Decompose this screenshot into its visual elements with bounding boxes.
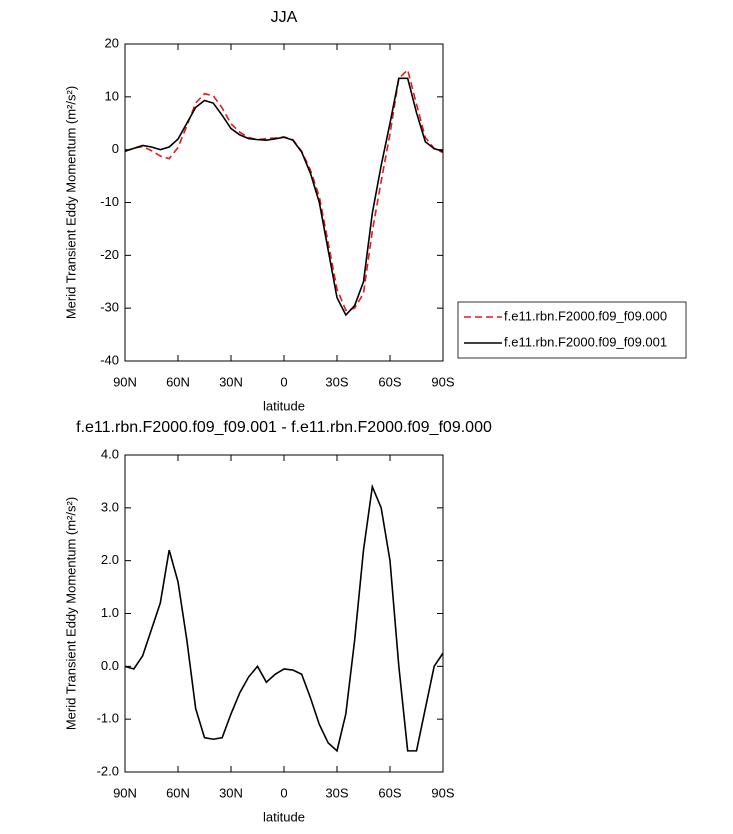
x-tick-label: 60N: [166, 785, 190, 800]
x-axis-label: latitude: [263, 809, 305, 824]
plot-border: [124, 43, 444, 362]
y-tick-label: -1.0: [97, 711, 119, 726]
x-tick-label: 90S: [431, 374, 454, 389]
y-axis-label: Merid Transient Eddy Momentum (m²/s²): [63, 497, 78, 730]
x-tick-label: 0: [280, 785, 287, 800]
y-tick-label: -10: [100, 194, 119, 209]
y-tick-label: -2.0: [97, 763, 119, 778]
legend-label: f.e11.rbn.F2000.f09_f09.000: [504, 308, 667, 323]
y-tick-label: -40: [100, 352, 119, 367]
x-tick-label: 60N: [166, 374, 190, 389]
legend-label: f.e11.rbn.F2000.f09_f09.001: [504, 334, 667, 349]
y-tick-label: 0: [112, 141, 119, 156]
y-tick-label: -20: [100, 247, 119, 262]
x-tick-label: 90S: [431, 785, 454, 800]
y-tick-label: 20: [105, 35, 119, 50]
data-line: [124, 77, 444, 317]
x-axis-label: latitude: [263, 398, 305, 413]
y-tick-label: 2.0: [101, 552, 119, 567]
x-tick-label: 30N: [219, 374, 243, 389]
chart-title: JJA: [271, 9, 298, 26]
x-tick-label: 30S: [325, 785, 348, 800]
chart-title: f.e11.rbn.F2000.f09_f09.001 - f.e11.rbn.…: [76, 419, 492, 436]
legend-box: [457, 301, 687, 359]
x-tick-label: 90N: [113, 785, 137, 800]
x-tick-label: 0: [280, 374, 287, 389]
y-tick-label: 10: [105, 88, 119, 103]
y-axis-label: Merid Transient Eddy Momentum (m²/s²): [63, 86, 78, 319]
x-tick-label: 30N: [219, 785, 243, 800]
x-tick-label: 60S: [378, 785, 401, 800]
y-tick-label: -30: [100, 300, 119, 315]
y-tick-label: 4.0: [101, 446, 119, 461]
x-tick-label: 30S: [325, 374, 348, 389]
plot-border: [124, 454, 444, 773]
x-tick-label: 90N: [113, 374, 137, 389]
y-tick-label: 1.0: [101, 605, 119, 620]
x-tick-label: 60S: [378, 374, 401, 389]
y-tick-label: 3.0: [101, 499, 119, 514]
data-line: [124, 483, 444, 753]
y-tick-label: 0.0: [101, 658, 119, 673]
data-line: [124, 68, 444, 312]
